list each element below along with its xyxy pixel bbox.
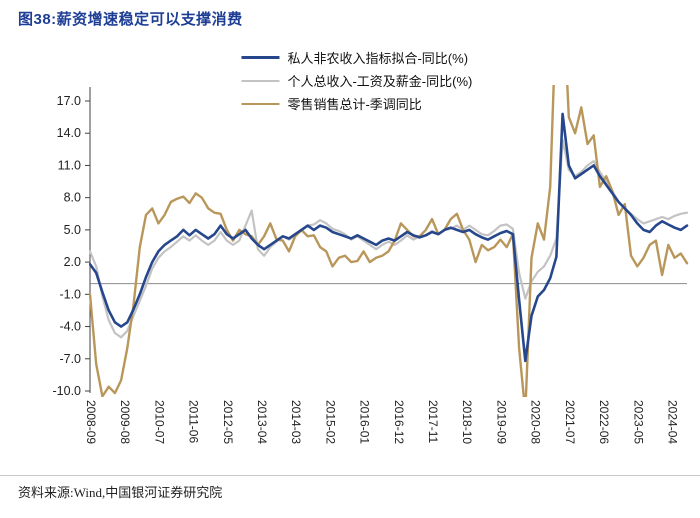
chart-canvas: 17.014.011.08.05.02.0-1.0-4.0-7.0-10.020… <box>53 85 689 444</box>
legend-item: 个人总收入-工资及薪金-同比(%) <box>241 70 472 91</box>
x-tick-label: 2021-07 <box>563 400 577 444</box>
legend-item: 零售销售总计-季调同比 <box>241 93 472 114</box>
y-tick-label: 17.0 <box>57 94 81 108</box>
legend-label: 个人总收入-工资及薪金-同比(%) <box>287 74 473 89</box>
chart-legend: 私人非农收入指标拟合-同比(%) 个人总收入-工资及薪金-同比(%) 零售销售总计-… <box>241 47 472 114</box>
x-tick-label: 2019-09 <box>494 400 508 444</box>
y-tick-label: -7.0 <box>59 352 81 366</box>
x-tick-label: 2009-08 <box>118 400 132 444</box>
legend-label: 私人非农收入指标拟合-同比(%) <box>287 51 469 66</box>
x-tick-label: 2016-12 <box>392 400 406 444</box>
y-tick-label: 14.0 <box>57 126 81 140</box>
y-tick-label: -1.0 <box>59 287 81 301</box>
y-tick-label: 8.0 <box>64 191 81 205</box>
series-line-2 <box>89 85 689 397</box>
footer: 资料来源:Wind,中国银河证券研究院 <box>0 475 700 501</box>
x-tick-label: 2011-06 <box>187 400 201 443</box>
legend-swatch <box>241 102 280 105</box>
x-tick-label: 2013-04 <box>255 400 269 444</box>
x-tick-label: 2017-11 <box>426 400 440 443</box>
x-tick-label: 2012-05 <box>221 400 235 444</box>
footer-divider <box>0 475 700 476</box>
x-tick-label: 2023-05 <box>631 400 645 444</box>
y-tick-label: -4.0 <box>59 320 81 334</box>
legend-label: 零售销售总计-季调同比 <box>287 97 422 112</box>
x-tick-label: 2024-04 <box>665 400 679 444</box>
figure-title: 图38:薪资增速稳定可以支撑消费 <box>18 11 243 28</box>
x-tick-label: 2010-07 <box>152 400 166 444</box>
y-tick-label: 2.0 <box>64 255 81 269</box>
legend-swatch <box>241 56 280 59</box>
x-tick-label: 2022-06 <box>597 400 611 444</box>
y-tick-label: -10.0 <box>53 384 82 398</box>
x-tick-label: 2018-10 <box>460 400 474 444</box>
x-tick-label: 2020-08 <box>529 400 543 444</box>
x-tick-label: 2008-09 <box>84 400 98 444</box>
x-tick-label: 2016-01 <box>358 400 372 444</box>
x-tick-label: 2015-02 <box>323 400 337 444</box>
series-line-1 <box>89 138 689 339</box>
legend-item: 私人非农收入指标拟合-同比(%) <box>241 47 472 68</box>
y-axis: 17.0 14.0 11.0 8.0 5.0 2.0 -1.0 -4.0 -7.0 -10.0 <box>53 87 91 398</box>
legend-swatch <box>241 79 280 82</box>
chart-area: 17.0 14.0 11.0 8.0 5.0 2.0 -1.0 -4.0 -7.0 -10.0 20… <box>0 31 700 471</box>
x-tick-label: 2014-03 <box>289 400 303 444</box>
y-tick-label: 11.0 <box>58 158 81 172</box>
y-tick-label: 5.0 <box>64 223 81 237</box>
x-axis: 2008-09 2009-08 2010-07 2011-06 2012-05 2013-… <box>84 400 679 444</box>
source-note: 资料来源:Wind,中国银河证券研究院 <box>18 485 223 500</box>
series-line-0 <box>89 112 689 363</box>
